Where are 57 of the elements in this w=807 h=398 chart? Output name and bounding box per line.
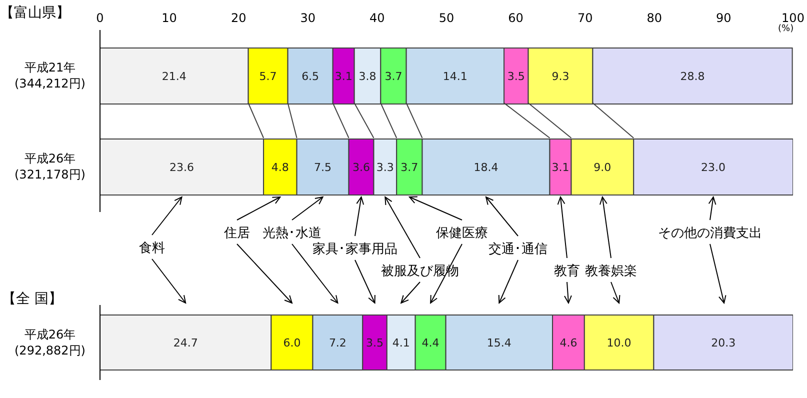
data-label: 4.6 bbox=[560, 336, 578, 350]
text: 住居 bbox=[223, 226, 250, 241]
data-label: 5.7 bbox=[259, 70, 277, 83]
x-tick-label: 10 bbox=[162, 11, 177, 25]
x-tick-label: 0 bbox=[96, 11, 104, 25]
data-label: 3.7 bbox=[400, 160, 418, 174]
y-tick-label: 平成26年 (321,178円) bbox=[14, 152, 86, 182]
y-tick-label: 平成21年 (344,212円) bbox=[14, 60, 86, 90]
x-tick-label: 40 bbox=[370, 11, 385, 25]
data-label: 24.7 bbox=[173, 336, 198, 350]
data-label: 3.5 bbox=[366, 336, 384, 350]
text: 教育 bbox=[554, 263, 580, 279]
text: 家具･家事用品 bbox=[312, 241, 398, 257]
data-label: 3.1 bbox=[334, 70, 352, 83]
text: 光熱･水道 bbox=[262, 226, 322, 241]
data-label: 4.4 bbox=[422, 336, 440, 350]
data-label: 14.1 bbox=[442, 70, 468, 83]
data-label: 7.2 bbox=[328, 336, 346, 350]
data-label: 23.0 bbox=[701, 160, 726, 174]
data-label: 15.4 bbox=[486, 336, 512, 350]
data-label: 9.0 bbox=[594, 160, 612, 174]
text: 交通･通信 bbox=[488, 241, 548, 257]
data-label: 3.5 bbox=[507, 70, 525, 83]
x-tick-label: 100 bbox=[782, 11, 804, 25]
data-label: 28.8 bbox=[680, 70, 705, 83]
text: 教養娯楽 bbox=[585, 264, 637, 279]
data-label: 3.8 bbox=[358, 70, 376, 83]
data-label: 18.4 bbox=[474, 160, 498, 174]
data-label: 9.3 bbox=[552, 70, 570, 83]
data-label: 3.1 bbox=[552, 160, 570, 174]
data-label: 6.0 bbox=[283, 336, 301, 350]
data-label: 20.3 bbox=[711, 336, 736, 350]
data-label: 21.4 bbox=[162, 70, 186, 83]
data-label: 4.1 bbox=[392, 336, 410, 350]
data-label: 3.7 bbox=[384, 70, 402, 83]
x-tick-label: 20 bbox=[230, 11, 246, 25]
x-axis-title: (%) bbox=[778, 24, 794, 34]
chart-title: 【全 国】 bbox=[2, 290, 62, 308]
x-tick-label: 30 bbox=[300, 11, 316, 25]
x-tick-label: 80 bbox=[646, 11, 662, 25]
text: その他の消費支出 bbox=[658, 226, 762, 241]
x-tick-label: 90 bbox=[716, 11, 732, 25]
y-tick-label: 平成26年 (292,882円) bbox=[14, 328, 86, 358]
data-label: 4.8 bbox=[271, 160, 289, 174]
chart-title: 【富山県】 bbox=[0, 4, 70, 22]
x-tick-label: 60 bbox=[508, 11, 524, 25]
data-label: 6.5 bbox=[302, 70, 320, 83]
data-label: 3.6 bbox=[352, 160, 370, 174]
data-label: 3.3 bbox=[376, 160, 394, 174]
text: 被服及び履物 bbox=[381, 264, 459, 279]
text: 食料 bbox=[139, 241, 165, 256]
text: 保健医療 bbox=[436, 226, 488, 241]
data-label: 7.5 bbox=[314, 160, 332, 174]
data-label: 10.0 bbox=[606, 336, 632, 350]
data-label: 23.6 bbox=[170, 160, 194, 174]
x-tick-label: 50 bbox=[438, 11, 454, 25]
x-tick-label: 70 bbox=[577, 11, 593, 25]
